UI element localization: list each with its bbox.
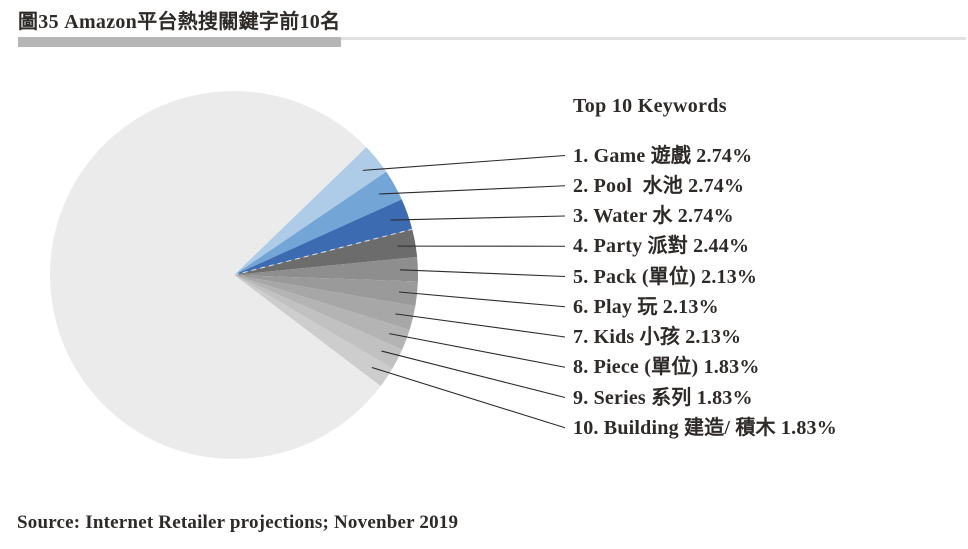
pie-slice-remainder [50,90,381,459]
pie-slice-pack [234,256,418,282]
leader-line-building [371,366,566,429]
leader-line-game [362,154,566,171]
leader-line-pool [378,185,566,195]
leader-line-water [390,215,566,221]
legend-item-game: 1. Game 遊戲 2.74% [573,144,753,167]
title-rule-line [18,37,966,40]
leader-line-pack [399,269,566,278]
legend-item-party: 4. Party 派對 2.44% [573,235,750,258]
pie-slice-game [234,147,387,275]
legend-item-play: 6. Play 玩 2.13% [573,295,719,318]
leader-line-piece [389,333,566,368]
leader-line-play [399,291,566,308]
legend-item-water: 3. Water 水 2.74% [573,205,734,227]
legend-item-piece: 8. Piece (單位) 1.83% [573,356,760,379]
legend-item-pool: 2. Pool 水池 2.74% [573,174,745,197]
pie-slice-water [234,199,413,275]
pie-slice-series [234,275,403,369]
figure-title: 圖35 Amazon平台熱搜關鍵字前10名 [18,11,341,33]
pie-slice-piece [234,275,410,350]
legend-item-series: 9. Series 系列 1.83% [573,386,753,409]
legend-title: Top 10 Keywords [573,95,727,117]
legend-item-pack: 5. Pack (單位) 2.13% [573,265,758,288]
legend-item-building: 10. Building 建造/ 積木 1.83% [573,416,837,439]
title-accent-bar [18,37,341,47]
slice-divider-dashed [233,228,413,276]
leader-line-kids [395,313,566,338]
pie-slice-pool [234,171,402,275]
pie-slice-kids [234,275,416,330]
leader-line-series [381,350,566,399]
pie-slice-play [234,275,418,307]
source-caption: Source: Internet Retailer projections; N… [17,512,459,533]
pie-slice-building [234,275,393,387]
legend-item-kids: 7. Kids 小孩 2.13% [573,326,742,348]
